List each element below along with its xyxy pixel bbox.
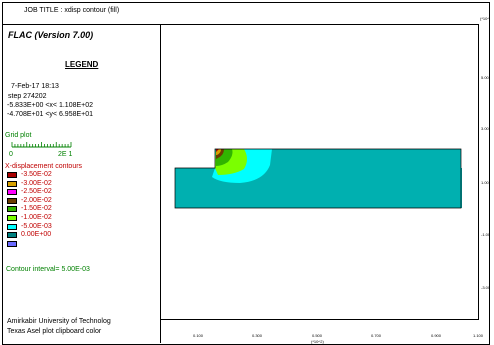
x-tick-label: 0.700 — [371, 333, 382, 338]
contour-swatch — [7, 232, 17, 239]
contour-swatch — [7, 206, 17, 213]
contour-label: -2.00E-02 — [21, 196, 52, 204]
legend-xrange: -5.833E+00 <x< 1.108E+02 — [7, 102, 94, 109]
contour-plot — [174, 148, 462, 209]
contour-swatch — [7, 223, 17, 230]
contour-label: -2.50E-02 — [21, 188, 52, 196]
legend-title: LEGEND — [65, 60, 99, 69]
grid-scale-max: 2E 1 — [58, 151, 73, 158]
legend-panel: FLAC (Version 7.00) LEGEND 7-Feb-17 18:1… — [2, 24, 161, 343]
y-tick-label: -1.00 — [481, 232, 491, 237]
contour-label: -3.00E-02 — [21, 179, 52, 187]
title-bar: JOB TITLE : xdisp contour (fill) — [2, 2, 160, 25]
x-axis-unit: (*10^2) — [311, 339, 324, 344]
contour-swatch — [7, 180, 17, 187]
grid-plot-label: Grid plot — [5, 132, 32, 139]
contour-label: -3.50E-02 — [21, 171, 52, 178]
x-tick-label: 0.300 — [252, 333, 263, 338]
footer-line-2: Texas Asel plot clipboard color — [7, 328, 102, 335]
plot-area — [160, 24, 479, 320]
job-title: JOB TITLE : xdisp contour (fill) — [24, 7, 120, 14]
x-tick-label: 0.100 — [193, 333, 204, 338]
legend-yrange: -4.708E+01 <y< 6.958E+01 — [7, 111, 94, 118]
legend-step: step 274202 — [8, 93, 47, 100]
y-tick-label: 5.00 — [481, 75, 489, 80]
version-label: FLAC (Version 7.00) — [8, 30, 94, 40]
x-tick-label: 0.900 — [431, 333, 442, 338]
contour-label: -5.00E-03 — [21, 222, 52, 230]
contour-swatch — [7, 189, 17, 196]
contours-title: X-displacement contours — [5, 163, 83, 170]
grid-scale-bar — [11, 142, 72, 148]
legend-date: 7-Feb-17 18:13 — [11, 83, 59, 90]
contour-swatch — [7, 240, 17, 247]
block-outline — [174, 148, 462, 209]
contour-zone-red — [216, 149, 219, 152]
scale-factor-label: (*10^ — [480, 16, 490, 21]
contour-interval: Contour interval= 5.00E-03 — [6, 266, 90, 273]
y-tick-label: -3.00 — [481, 285, 491, 290]
y-tick-label: 3.00 — [481, 126, 489, 131]
x-tick-label: 1.100 — [473, 333, 484, 338]
x-tick-label: 0.500 — [312, 333, 323, 338]
contour-swatch — [7, 215, 17, 221]
contour-block-upper — [215, 149, 461, 169]
y-tick-label: 1.00 — [481, 180, 489, 185]
contour-label: -1.00E-02 — [21, 214, 52, 221]
contour-label: -1.50E-02 — [21, 205, 52, 213]
footer-line-1: Amirkabir University of Technolog — [7, 318, 111, 325]
grid-scale-zero: 0 — [9, 151, 13, 158]
contour-swatch — [7, 172, 17, 178]
contour-swatch — [7, 197, 17, 204]
contour-label: 0.00E+00 — [21, 231, 52, 239]
